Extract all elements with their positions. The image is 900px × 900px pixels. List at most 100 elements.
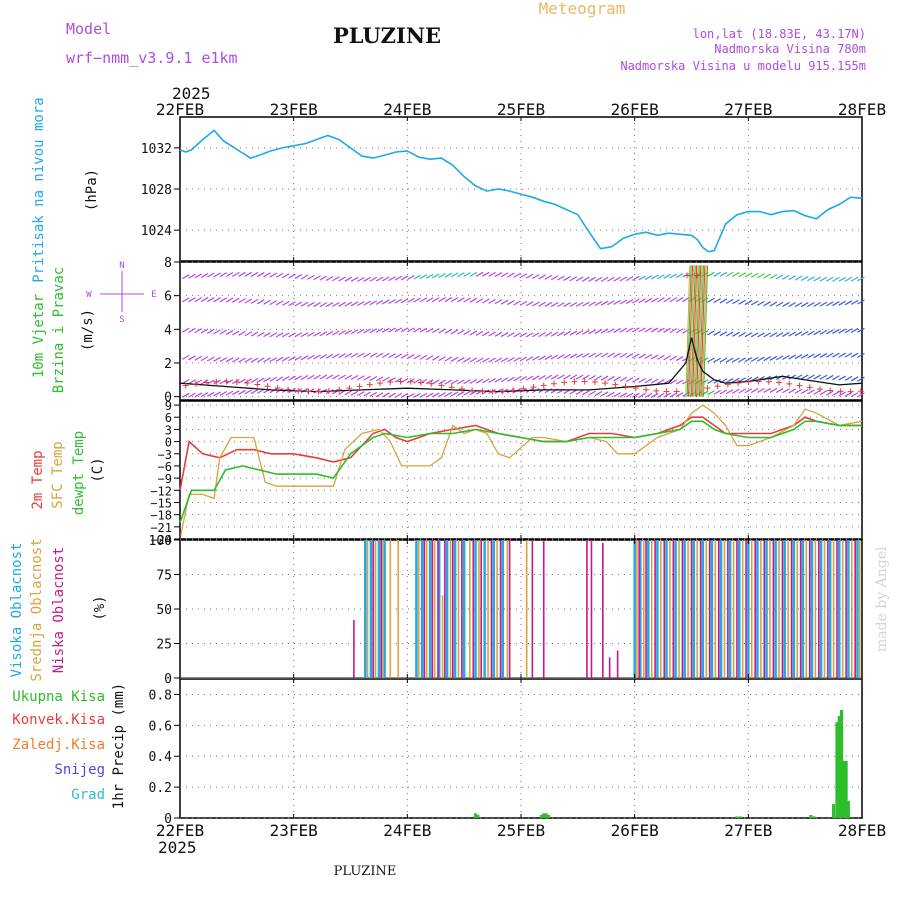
wind-barb [425,355,434,361]
wind-barb [675,297,684,303]
low-cloud-bar [590,540,593,678]
y-tick-label: 1024 [141,224,172,239]
wind-barb [657,378,665,384]
wind-barb [432,392,440,398]
wind-barb [569,374,578,380]
wind-barb [788,374,796,380]
wind-barb [206,379,215,385]
gust-marker [786,380,793,387]
precip-panel [179,678,863,819]
high-cloud-bar [656,540,659,678]
wind-barb [625,392,634,398]
gust-marker [694,272,701,279]
wind-barb [769,301,778,307]
wind-barb [294,332,303,338]
wind-barb [775,301,784,307]
wind-barb [344,329,353,335]
wind-barb [244,298,253,304]
wind-barb [488,357,496,363]
wind-barb [507,332,515,338]
mid-cloud-bar [769,540,771,678]
wind-barb [238,357,246,363]
wind-barb [757,387,765,393]
wind-barb [638,377,646,383]
wind-barb [607,328,615,334]
wind-barb [725,389,734,395]
wind-barb [482,271,490,277]
precip-ylabel: 1hr Precip (mm) [111,683,127,809]
gust-marker [274,385,281,392]
wind-barb [613,352,621,358]
wind-barb [413,274,421,280]
high-cloud-bar [719,540,723,678]
wind-barb [707,330,715,336]
wind-barb [507,300,515,306]
y-tick-label: −9 [158,472,172,486]
wind-barb [557,331,565,337]
gust-marker [233,378,240,385]
wind-barb [225,390,234,396]
low-cloud-bar [472,540,475,678]
precip-legend-conv: Konvek.Kisa [12,712,105,728]
wind-barb [613,392,621,398]
year-top: 2025 [172,84,211,103]
wind-barb [256,272,265,278]
wind-barb [225,271,234,277]
temp-dewpt-line [179,420,862,524]
high-cloud-bar [783,540,786,678]
wind-barb [782,274,790,280]
wind-barb [738,299,746,305]
wind-barb [219,297,228,303]
wind-barb [425,379,434,385]
gust-marker [295,387,302,394]
wind-barb [844,352,853,358]
wind-barb [763,301,771,307]
wind-barb [857,327,865,333]
wind-barb [788,388,796,394]
wind-barb [450,329,459,335]
time-label-top-27feb: 27FEB [724,100,772,119]
wind-barb [269,300,278,306]
wind-barb [275,332,284,338]
wind-barb [513,356,521,362]
wind-barb [600,391,609,397]
wind-barb [725,271,734,277]
low-cloud-bar [602,542,604,678]
model-label: Model [66,20,111,38]
wind-barb [775,332,784,338]
wind-barb [494,272,503,278]
wind-barb [800,302,809,308]
low-cloud-bar [423,540,426,678]
gust-marker [622,383,629,390]
wind-barb [244,331,253,337]
wind-barb [388,276,396,282]
gust-marker [489,388,496,395]
wind-barb [725,298,734,304]
y-tick-label: 1028 [141,183,172,198]
wind-barb [563,330,571,336]
high-cloud-bar [501,540,505,678]
wind-barb [557,275,565,281]
wind-barb [250,357,259,363]
wind-barb [682,328,690,334]
wind-barb [438,356,446,362]
mid-cloud-bar [696,540,698,678]
wind-barb [444,356,453,362]
high-cloud-bar [364,540,367,678]
wind-barb [438,379,446,385]
mid-cloud-bar [366,540,369,678]
wind-barb [388,298,396,305]
mid-cloud-bar [660,540,662,678]
wind-barb [544,374,553,380]
wind-barb [669,355,678,361]
wind-barb [432,328,440,334]
wind-barb [457,297,465,303]
wind-barb [844,276,853,282]
wind-barb [450,272,459,278]
wind-barb [319,275,328,281]
wind-barb [763,387,771,393]
wind-unit: (m/s) [80,309,96,351]
wind-barb [794,302,803,308]
gust-marker [837,388,844,395]
low-cloud-bar [531,540,534,678]
